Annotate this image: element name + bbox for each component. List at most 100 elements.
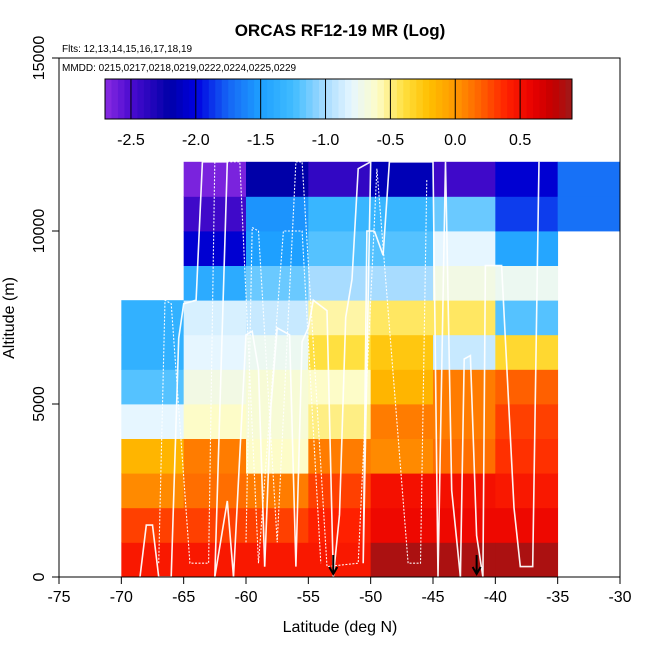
colorbar-swatch	[507, 79, 515, 119]
colorbar-swatch	[422, 79, 430, 119]
y-axis: 0 5000 10000 15000	[31, 36, 59, 581]
colorbar-swatch	[176, 79, 184, 119]
flight-tracks	[139, 160, 540, 578]
marker-arrows	[328, 555, 482, 577]
heatmap-cell	[121, 334, 185, 370]
colorbar-swatch	[416, 79, 424, 119]
colorbar-swatch	[481, 79, 489, 119]
x-tick-label: -60	[234, 589, 257, 606]
heatmap-cell	[183, 300, 247, 336]
colorbar-swatch	[117, 79, 125, 119]
x-tick-label: -45	[421, 589, 444, 606]
colorbar-swatch	[344, 79, 352, 119]
heatmap-cell	[433, 231, 496, 266]
heatmap-cell	[121, 404, 185, 439]
colorbar-swatch	[286, 79, 294, 119]
heatmap-cell	[308, 265, 372, 301]
colorbar-swatch	[435, 79, 443, 119]
heatmap-cell	[495, 300, 559, 336]
colorbar-swatch	[143, 79, 151, 119]
heatmap-cell	[370, 265, 434, 301]
colorbar-swatch	[254, 79, 262, 119]
heatmap-cell	[183, 369, 247, 405]
heatmap-cell	[433, 473, 496, 509]
colorbar-swatch	[325, 79, 333, 119]
colorbar-swatch	[494, 79, 502, 119]
heatmap-cell	[433, 196, 496, 232]
colorbar-tick-label: -1.5	[247, 132, 275, 149]
heatmap-cell	[308, 300, 372, 336]
heatmap-cell	[246, 196, 309, 232]
heatmap-cell	[495, 196, 559, 232]
colorbar: -2.5 -2.0 -1.5 -1.0 -0.5 0.0 0.5	[104, 78, 573, 149]
x-axis: -75 -70 -65 -60 -55 -50 -45 -40 -35 -30	[47, 577, 632, 606]
heatmap-cell	[495, 369, 559, 405]
x-tick-label: -55	[297, 589, 320, 606]
heatmap-cell	[433, 161, 496, 197]
colorbar-tick-label: 0.5	[509, 132, 531, 149]
heatmap-cell	[495, 404, 559, 439]
colorbar-swatch	[306, 79, 314, 119]
colorbar-swatch	[500, 79, 508, 119]
heatmap-cell	[495, 542, 559, 578]
colorbar-swatch	[338, 79, 346, 119]
colorbar-swatch	[215, 79, 223, 119]
heatmap-cell	[246, 265, 309, 301]
colorbar-swatch	[299, 79, 307, 119]
colorbar-swatch	[195, 79, 203, 119]
colorbar-swatch	[448, 79, 456, 119]
colorbar-swatch	[319, 79, 327, 119]
colorbar-frame	[104, 78, 573, 120]
heatmap-cell	[495, 161, 559, 197]
colorbar-swatch	[124, 79, 132, 119]
colorbar-swatch	[539, 79, 547, 119]
colorbar-swatch	[332, 79, 339, 119]
x-tick-label: -50	[359, 589, 382, 606]
flight-track-line	[158, 161, 322, 564]
dates-label: MMDD: 0215,0217,0218,0219,0222,0224,0225…	[62, 63, 297, 74]
heatmap-cell	[183, 231, 247, 266]
colorbar-swatch	[293, 79, 301, 119]
colorbar-swatch	[221, 79, 229, 119]
heatmap-cell	[495, 265, 559, 301]
colorbar-swatch	[312, 79, 320, 119]
heatmap-cell	[183, 265, 247, 301]
colorbar-swatch	[442, 79, 450, 119]
colorbar-swatch	[409, 79, 417, 119]
heatmap-cell	[433, 438, 496, 474]
heatmap-cell	[370, 196, 434, 232]
colorbar-swatch	[241, 79, 249, 119]
colorbar-swatch	[156, 79, 164, 119]
colorbar-swatch	[267, 79, 275, 119]
x-tick-label: -75	[47, 589, 70, 606]
x-tick-label: -30	[608, 589, 631, 606]
colorbar-tick-label: -0.5	[377, 132, 405, 149]
colorbar-swatch	[280, 79, 288, 119]
y-tick-label: 0	[31, 572, 48, 581]
heatmap-cell	[495, 438, 559, 474]
heatmap-cell	[308, 438, 372, 474]
heatmap-cell	[308, 196, 372, 232]
colorbar-swatch	[137, 79, 145, 119]
heatmap-cell	[246, 231, 309, 266]
flight-track-line	[245, 161, 428, 568]
colorbar-swatch	[150, 79, 158, 119]
heatmap-cell	[370, 161, 434, 197]
colorbar-swatch	[396, 79, 404, 119]
heatmap-cell	[370, 438, 434, 474]
y-tick-label: 5000	[31, 386, 48, 422]
colorbar-swatch	[247, 79, 255, 119]
heatmap-cell	[183, 404, 247, 439]
colorbar-swatch	[403, 79, 411, 119]
heatmap-cell	[121, 300, 185, 336]
y-tick-label: 15000	[31, 36, 48, 81]
colorbar-swatch	[163, 79, 171, 119]
colorbar-swatch	[260, 79, 268, 119]
y-tick-label: 10000	[31, 209, 48, 254]
arrow-head	[328, 566, 339, 577]
heatmap-cell	[495, 507, 559, 543]
heatmap-cell	[308, 231, 372, 266]
heatmap-cell	[495, 231, 559, 266]
heatmap-cell	[370, 507, 434, 543]
